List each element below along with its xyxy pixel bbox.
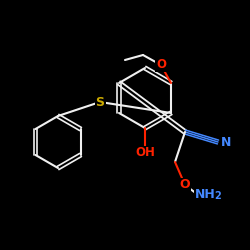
Text: N: N — [221, 136, 231, 148]
Text: NH: NH — [194, 188, 216, 200]
Text: S: S — [96, 96, 104, 108]
Text: 2: 2 — [214, 191, 221, 201]
Text: O: O — [156, 58, 166, 71]
Text: OH: OH — [135, 146, 155, 160]
Text: O: O — [180, 178, 190, 192]
